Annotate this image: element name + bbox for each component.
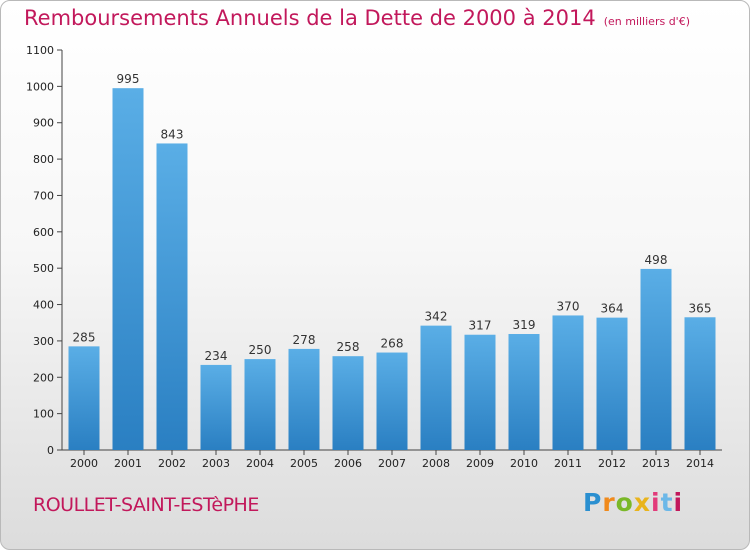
bar	[376, 352, 408, 450]
x-tick-label: 2008	[422, 457, 450, 470]
y-tick-label: 700	[33, 189, 54, 202]
x-tick-label: 2004	[246, 457, 274, 470]
bar	[508, 334, 540, 450]
x-tick-label: 2011	[554, 457, 582, 470]
data-label: 370	[557, 299, 580, 313]
y-tick-label: 0	[47, 444, 54, 457]
x-tick-label: 2003	[202, 457, 230, 470]
data-label: 258	[337, 340, 360, 354]
data-label: 995	[117, 72, 140, 86]
data-label: 843	[161, 127, 184, 141]
x-tick-label: 2013	[642, 457, 670, 470]
x-tick-label: 2002	[158, 457, 186, 470]
logo-letter: i	[651, 488, 661, 517]
bar	[332, 356, 364, 450]
y-tick-label: 1000	[26, 80, 54, 93]
chart-subtitle: (en milliers d'€)	[603, 15, 690, 28]
bar	[596, 317, 628, 450]
data-label: 285	[73, 330, 96, 344]
bar	[200, 364, 232, 450]
y-tick-label: 800	[33, 153, 54, 166]
bar	[684, 317, 716, 450]
bar	[640, 268, 672, 450]
logo-letter: r	[602, 488, 616, 517]
bar	[112, 88, 144, 450]
y-tick-label: 1100	[26, 44, 54, 57]
chart-title-text: Remboursements Annuels de la Dette de 20…	[24, 6, 596, 30]
data-label: 278	[293, 333, 316, 347]
y-tick-label: 100	[33, 408, 54, 421]
x-tick-label: 2000	[70, 457, 98, 470]
x-tick-label: 2014	[686, 457, 714, 470]
bar	[420, 325, 452, 450]
bar	[552, 315, 584, 450]
city-name: ROULLET-SAINT-ESTèPHE	[33, 494, 259, 516]
x-tick-label: 2001	[114, 457, 142, 470]
x-tick-label: 2012	[598, 457, 626, 470]
y-tick-label: 600	[33, 226, 54, 239]
data-label: 342	[425, 310, 448, 324]
bar	[464, 334, 496, 450]
y-tick-label: 400	[33, 299, 54, 312]
x-tick-label: 2007	[378, 457, 406, 470]
x-tick-label: 2009	[466, 457, 494, 470]
data-label: 364	[601, 302, 624, 316]
data-label: 498	[645, 253, 668, 267]
proxiti-logo: Proxiti	[583, 488, 683, 517]
data-label: 268	[381, 337, 404, 351]
x-tick-label: 2006	[334, 457, 362, 470]
chart-title: Remboursements Annuels de la Dette de 20…	[24, 6, 690, 30]
data-label: 319	[513, 318, 536, 332]
data-label: 317	[469, 319, 492, 333]
y-tick-label: 500	[33, 262, 54, 275]
bar	[156, 143, 188, 451]
x-tick-label: 2005	[290, 457, 318, 470]
y-tick-label: 900	[33, 117, 54, 130]
data-label: 234	[205, 349, 228, 363]
logo-letter: o	[615, 488, 634, 517]
bar	[68, 346, 100, 450]
y-tick-label: 300	[33, 335, 54, 348]
bar	[288, 348, 320, 450]
x-tick-label: 2010	[510, 457, 538, 470]
logo-letter: i	[673, 488, 684, 517]
data-label: 250	[249, 343, 272, 357]
bar	[244, 359, 276, 450]
logo-letter: x	[633, 488, 651, 517]
y-tick-label: 200	[33, 371, 54, 384]
data-label: 365	[689, 301, 712, 315]
logo-letter: t	[660, 488, 674, 517]
logo-letter: P	[583, 488, 603, 517]
